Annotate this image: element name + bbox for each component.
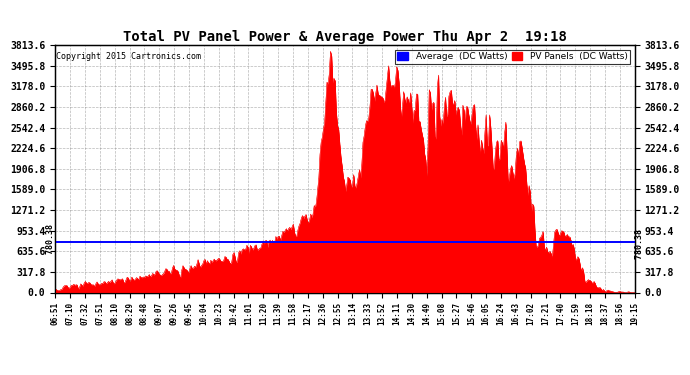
Text: 780.38: 780.38 xyxy=(46,224,55,260)
Text: 780.38: 780.38 xyxy=(635,224,644,260)
Text: Copyright 2015 Cartronics.com: Copyright 2015 Cartronics.com xyxy=(57,53,201,62)
Legend: Average  (DC Watts), PV Panels  (DC Watts): Average (DC Watts), PV Panels (DC Watts) xyxy=(395,50,630,64)
Title: Total PV Panel Power & Average Power Thu Apr 2  19:18: Total PV Panel Power & Average Power Thu… xyxy=(123,30,567,44)
